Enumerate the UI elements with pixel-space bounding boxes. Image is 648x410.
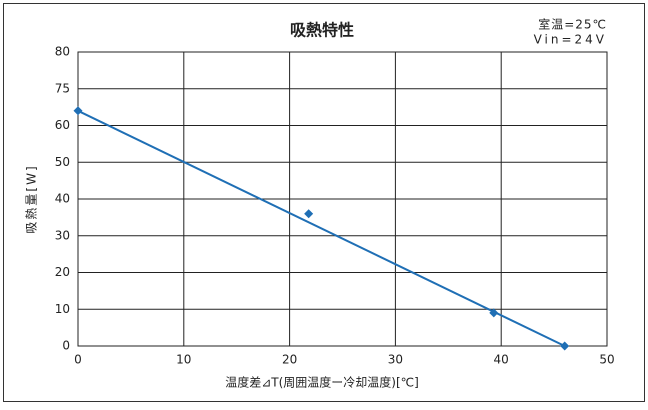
- y-axis-label: 吸熱量[W]: [25, 164, 39, 233]
- y-tick-label: 60: [55, 118, 70, 132]
- x-tick-label: 10: [176, 353, 191, 367]
- fit-line: [77, 109, 566, 347]
- y-tick-label: 40: [55, 192, 70, 206]
- x-tick-label: 40: [494, 353, 509, 367]
- annotation: Vin=24V: [534, 33, 607, 47]
- y-tick-label: 30: [55, 228, 70, 242]
- y-tick-label: 10: [55, 302, 70, 316]
- annotation: 室温=25℃: [538, 17, 607, 32]
- chart-title: 吸熱特性: [290, 21, 354, 40]
- point: [489, 308, 499, 318]
- y-tick-label: 0: [62, 339, 70, 353]
- y-tick-label: 75: [55, 81, 70, 95]
- y-tick-label: 50: [55, 155, 70, 169]
- x-tick-label: 30: [388, 353, 403, 367]
- point: [304, 209, 314, 219]
- x-axis-label: 温度差⊿T(周囲温度ー冷却温度)[℃]: [225, 375, 419, 390]
- x-tick-label: 20: [282, 353, 297, 367]
- point: [73, 106, 83, 116]
- y-tick-label: 80: [55, 45, 70, 59]
- x-tick-label: 0: [74, 353, 82, 367]
- y-tick-label: 20: [55, 265, 70, 279]
- point: [560, 341, 570, 351]
- x-tick-label: 50: [599, 353, 614, 367]
